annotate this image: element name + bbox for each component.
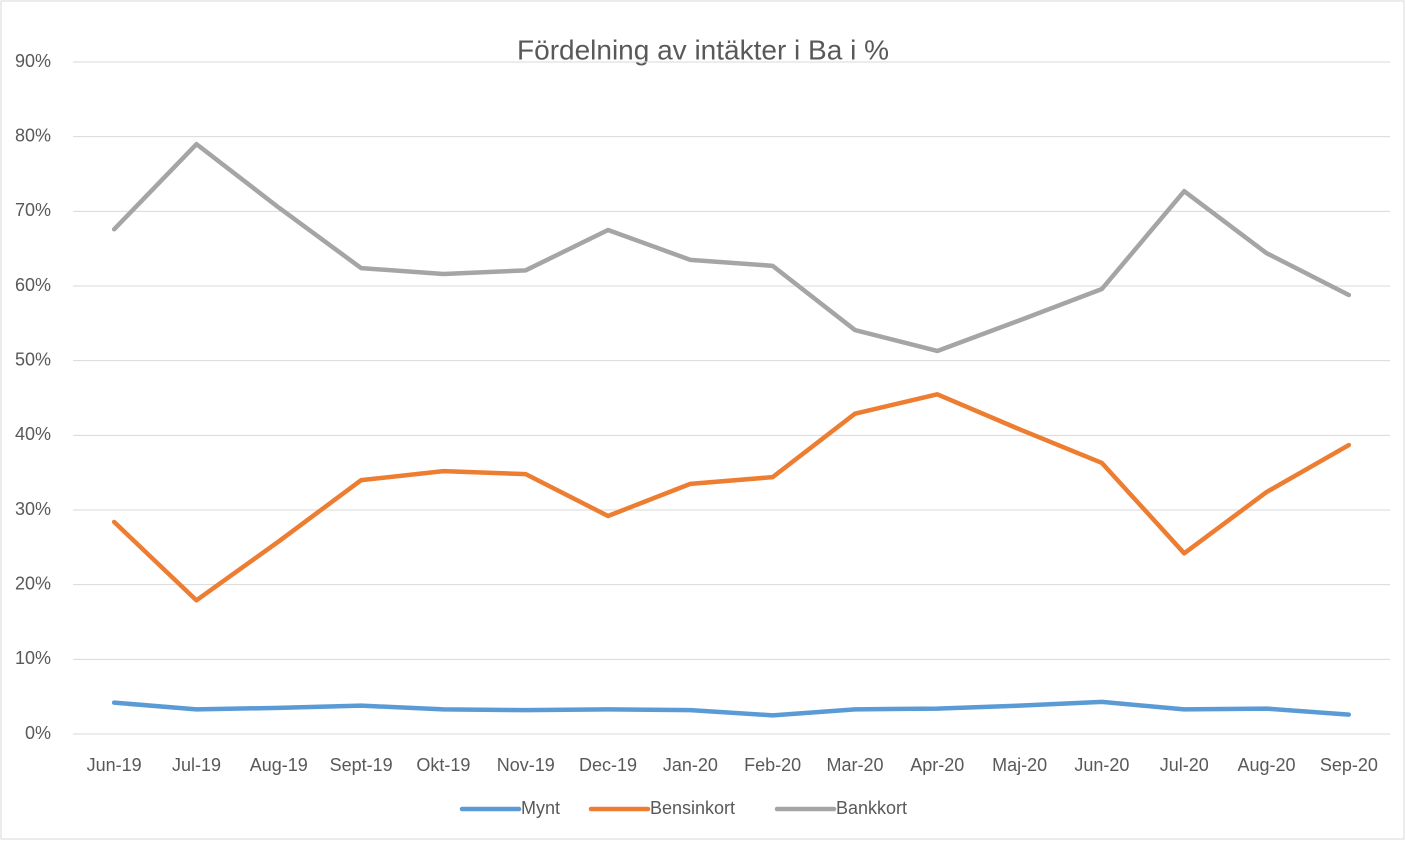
x-tick-label: Nov-19 bbox=[497, 755, 555, 775]
x-tick-label: Okt-19 bbox=[416, 755, 470, 775]
y-tick-label: 70% bbox=[15, 200, 51, 220]
x-tick-label: Maj-20 bbox=[992, 755, 1047, 775]
x-tick-label: Jul-19 bbox=[172, 755, 221, 775]
x-tick-label: Sep-20 bbox=[1320, 755, 1378, 775]
chart-title: Fördelning av intäkter i Ba i % bbox=[517, 34, 889, 65]
x-tick-label: Sept-19 bbox=[330, 755, 393, 775]
x-tick-label: Jun-19 bbox=[87, 755, 142, 775]
y-tick-label: 10% bbox=[15, 648, 51, 668]
x-tick-label: Jan-20 bbox=[663, 755, 718, 775]
legend-label: Bensinkort bbox=[650, 798, 735, 818]
y-tick-label: 60% bbox=[15, 275, 51, 295]
x-tick-label: Apr-20 bbox=[910, 755, 964, 775]
x-tick-label: Jul-20 bbox=[1160, 755, 1209, 775]
x-tick-label: Jun-20 bbox=[1074, 755, 1129, 775]
x-tick-label: Feb-20 bbox=[744, 755, 801, 775]
x-tick-label: Dec-19 bbox=[579, 755, 637, 775]
y-tick-label: 30% bbox=[15, 499, 51, 519]
legend-label: Bankkort bbox=[836, 798, 907, 818]
y-tick-label: 20% bbox=[15, 573, 51, 593]
y-tick-label: 80% bbox=[15, 125, 51, 145]
x-tick-label: Mar-20 bbox=[826, 755, 883, 775]
x-tick-label: Aug-20 bbox=[1238, 755, 1296, 775]
y-tick-label: 50% bbox=[15, 349, 51, 369]
y-tick-label: 90% bbox=[15, 51, 51, 71]
legend-label: Mynt bbox=[521, 798, 560, 818]
x-tick-label: Aug-19 bbox=[250, 755, 308, 775]
y-tick-label: 0% bbox=[25, 723, 51, 743]
series-line bbox=[111, 392, 1352, 603]
series-line bbox=[111, 141, 1352, 354]
series-line bbox=[111, 699, 1352, 718]
y-tick-label: 40% bbox=[15, 424, 51, 444]
